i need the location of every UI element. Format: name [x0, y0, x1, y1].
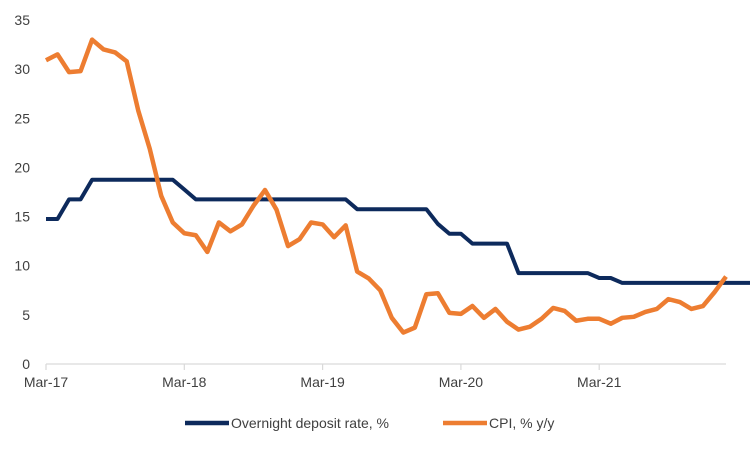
x-tick-label: Mar-17: [24, 374, 69, 390]
legend-label: CPI, % y/y: [489, 415, 554, 431]
y-tick-label: 10: [14, 258, 30, 274]
legend-label: Overnight deposit rate, %: [231, 415, 389, 431]
y-tick-label: 35: [14, 12, 30, 28]
y-tick-label: 0: [22, 356, 30, 372]
legend: Overnight deposit rate, % CPI, % y/y: [185, 415, 554, 431]
y-tick-label: 20: [14, 159, 30, 175]
y-tick-label: 15: [14, 209, 30, 225]
x-tick-label: Mar-20: [439, 374, 484, 390]
series-line-cpi: [44, 37, 728, 335]
x-tick-label: Mar-19: [300, 374, 345, 390]
y-tick-label: 30: [14, 61, 30, 77]
y-tick-label: 5: [22, 307, 30, 323]
series-line-deposit-rate: [46, 177, 750, 285]
x-tick-label: Mar-21: [577, 374, 622, 390]
x-tick-label: Mar-18: [162, 374, 207, 390]
y-tick-label: 25: [14, 110, 30, 126]
plot-area: 0 5 10 15 20 25 30 35 Mar-17 Mar-18 Mar-19 Mar-20 Ma…: [14, 12, 750, 390]
